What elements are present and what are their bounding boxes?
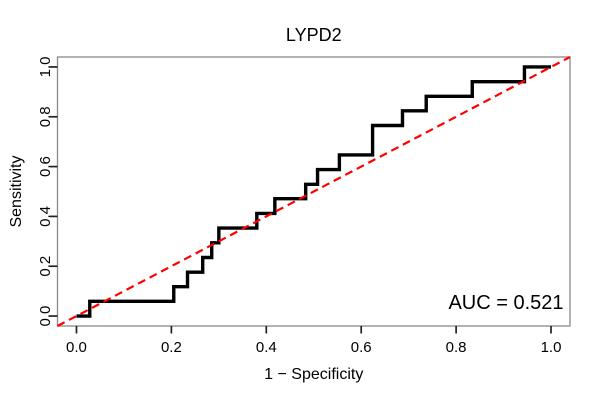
x-tick-label: 0.4 bbox=[256, 339, 277, 356]
y-tick-label: 0.4 bbox=[37, 206, 54, 227]
x-tick-label: 0.8 bbox=[446, 339, 467, 356]
chart-title: LYPD2 bbox=[286, 25, 342, 45]
x-tick-label: 1.0 bbox=[541, 339, 562, 356]
auc-annotation: AUC = 0.521 bbox=[448, 292, 563, 314]
x-tick-label: 0.0 bbox=[66, 339, 87, 356]
x-axis-label: 1 − Specificity bbox=[264, 366, 363, 383]
chance-diagonal-line bbox=[56, 56, 571, 327]
plot-box bbox=[56, 56, 571, 327]
x-tick-label: 0.6 bbox=[351, 339, 372, 356]
y-tick-label: 0.8 bbox=[37, 106, 54, 127]
y-tick-label: 0.0 bbox=[37, 306, 54, 327]
axis-ticks: 0.0 0.2 0.4 0.6 0.8 1.0 0.0 0.2 0.4 0.6 0.8 1.0 bbox=[37, 57, 561, 356]
x-tick-label: 0.2 bbox=[161, 339, 182, 356]
y-axis-label: Sensitivity bbox=[8, 155, 25, 227]
y-tick-label: 0.2 bbox=[37, 256, 54, 277]
chart-series bbox=[56, 56, 571, 327]
y-tick-label: 0.6 bbox=[37, 156, 54, 177]
roc-step-curve bbox=[76, 65, 552, 318]
y-tick-label: 1.0 bbox=[37, 57, 54, 78]
